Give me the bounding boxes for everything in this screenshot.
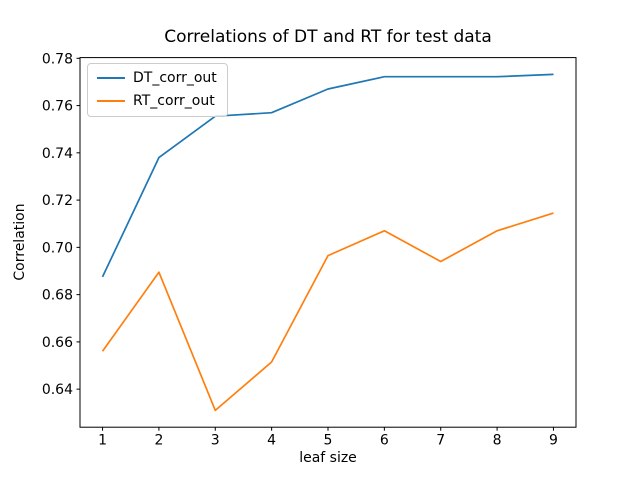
line-DT_corr_out: [101, 73, 554, 278]
x-tick-label: 9: [549, 433, 558, 449]
x-axis-label: leaf size: [299, 450, 357, 466]
legend-item-rt-corr-out: RT_corr_out: [97, 93, 217, 109]
dt-line-swatch-icon: [97, 76, 125, 80]
y-tick-label: 0.66: [42, 335, 73, 351]
legend-item-dt-corr-out: DT_corr_out: [97, 70, 217, 86]
y-tick-label: 0.72: [42, 193, 73, 209]
y-tick-label: 0.78: [42, 51, 73, 67]
chart-title: Correlations of DT and RT for test data: [164, 27, 492, 47]
y-axis-label: Correlation: [12, 203, 28, 281]
y-tick-label: 0.68: [42, 288, 73, 304]
axes-spines: [79, 57, 577, 428]
x-tick-label: 6: [380, 433, 389, 449]
legend-label-dt: DT_corr_out: [133, 70, 217, 86]
y-tick-label: 0.74: [42, 146, 73, 162]
x-tick-label: 7: [436, 433, 445, 449]
y-tick-label: 0.76: [42, 99, 73, 115]
x-tick-label: 8: [493, 433, 502, 449]
legend-label-rt: RT_corr_out: [133, 93, 215, 109]
legend: DT_corr_out RT_corr_out: [87, 63, 228, 117]
y-tick-label: 0.64: [42, 382, 73, 398]
x-tick-label: 1: [98, 433, 107, 449]
y-tick-label: 0.70: [42, 240, 73, 256]
line-RT_corr_out: [101, 212, 554, 412]
x-tick-label: 2: [154, 433, 163, 449]
x-tick-label: 4: [267, 433, 276, 449]
x-tick-label: 5: [324, 433, 333, 449]
x-tick-label: 3: [211, 433, 220, 449]
rt-line-swatch-icon: [97, 99, 125, 103]
